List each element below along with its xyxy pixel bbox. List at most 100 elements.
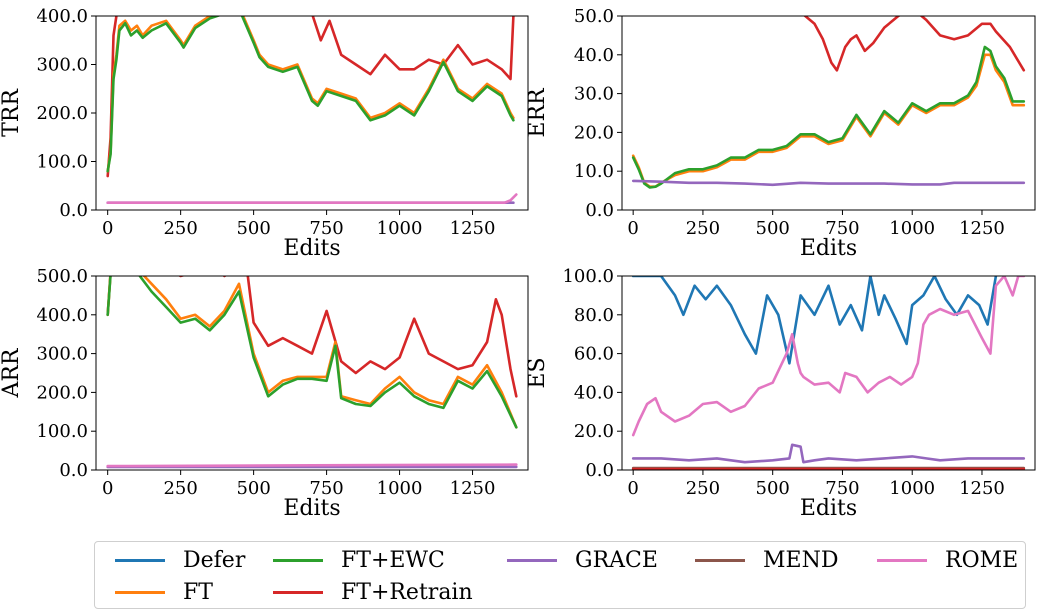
x-tick-label: 1250 [959,218,1005,239]
x-tick-label: 250 [163,478,197,499]
axes-frame [621,15,1036,211]
legend-swatch [115,559,165,562]
legend-swatch [273,591,323,594]
x-axis-label: Edits [800,236,857,261]
legend: Defer FT FT+EWC FT+Retrain GRACE MEND RO… [94,541,1026,609]
x-tick-label: 0 [102,218,113,239]
y-axis-label: ES [525,357,550,388]
legend-swatch [877,559,927,562]
series-group [631,16,1026,189]
x-tick-label: 1000 [889,218,935,239]
series-line-ft-retrain [803,16,1026,72]
x-tick-label: 1000 [889,478,935,499]
legend-swatch [507,559,557,562]
legend-swatch [695,559,745,562]
x-tick-label: 500 [756,478,790,499]
y-tick-label: 10.0 [574,161,614,182]
y-tick-label: 400.0 [36,305,88,326]
y-tick-label: 0.0 [585,460,614,481]
axes-frame [95,15,529,211]
series-line-ft-ewc [631,45,1026,189]
legend-item-rome: ROME [877,548,1018,573]
x-axis-label: Edits [283,236,340,261]
series-group [106,276,518,469]
x-tick-label: 750 [825,478,859,499]
x-tick-label: 250 [163,218,197,239]
y-tick-label: 0.0 [59,200,88,221]
x-tick-label: 1000 [377,218,423,239]
x-axis-label: Edits [283,496,340,521]
x-tick-label: 500 [236,478,270,499]
y-tick-label: 40.0 [574,45,614,66]
legend-item-defer: Defer [115,548,245,573]
x-tick-label: 250 [686,478,720,499]
panel-trr: 0 250 500 750 1000 1250 0.0 100.0 200.0 300.0 400.… [0,6,529,261]
legend-item-ft-ewc: FT+EWC [273,548,445,573]
legend-label: GRACE [575,548,658,573]
x-tick-label: 0 [627,218,638,239]
series-line-rome [631,276,1026,437]
y-tick-label: 20.0 [574,421,614,442]
y-tick-label: 40.0 [574,382,614,403]
series-line-rome [106,193,518,204]
y-axis-label: ARR [0,347,24,398]
legend-swatch [115,591,165,594]
x-axis-label: Edits [800,496,857,521]
series-line-ft-ewc [106,276,518,429]
y-tick-label: 200.0 [36,103,88,124]
series-line-ft [631,53,1026,188]
y-tick-label: 400.0 [36,6,88,27]
y-tick-label: 100.0 [36,152,88,173]
x-tick-label: 250 [686,218,720,239]
y-tick-label: 80.0 [574,305,614,326]
legend-label: FT [183,580,213,605]
x-tick-label: 500 [236,218,270,239]
series-line-defer [631,276,998,365]
legend-label: Defer [183,548,246,573]
y-tick-label: 0.0 [59,460,88,481]
y-axis-label: TRR [0,88,24,137]
x-tick-label: 750 [309,478,343,499]
figure: 0 250 500 750 1000 1250 0.0 100.0 200.0 300.0 400.… [0,6,1036,521]
x-tick-label: 500 [756,218,790,239]
series-line-grace [631,179,1026,187]
y-axis-label: ERR [525,87,550,138]
series-line-ft [106,276,518,429]
series-line-ft-retrain [106,16,515,178]
x-tick-label: 1250 [450,478,496,499]
y-tick-label: 300.0 [36,344,88,365]
panel-es: 0 250 500 750 1000 1250 0.0 20.0 40.0 60.0 80.0 100… [525,266,1036,521]
series-line-ft-ewc [106,16,515,173]
legend-item-grace: GRACE [507,548,658,573]
x-tick-label: 750 [309,218,343,239]
y-tick-label: 500.0 [36,266,88,287]
y-tick-label: 200.0 [36,382,88,403]
panel-arr: 0 250 500 750 1000 1250 0.0 100.0 200.0 300.0 400.… [0,266,529,521]
axes-frame [95,275,529,471]
series-line-ft [106,16,515,173]
axes-frame [621,275,1036,471]
legend-label: FT+Retrain [341,580,473,605]
series-line-ft-retrain [106,276,518,398]
x-tick-label: 1250 [959,478,1005,499]
y-tick-label: 0.0 [585,200,614,221]
x-tick-label: 0 [102,478,113,499]
y-tick-label: 100.0 [562,266,614,287]
legend-label: MEND [763,548,839,573]
y-tick-label: 30.0 [574,84,614,105]
legend-item-ft-retrain: FT+Retrain [273,580,473,605]
x-tick-label: 0 [627,478,638,499]
legend-item-ft: FT [115,580,213,605]
x-tick-label: 750 [825,218,859,239]
y-tick-label: 50.0 [574,6,614,27]
x-tick-label: 1000 [377,478,423,499]
legend-swatch [273,559,323,562]
y-tick-label: 100.0 [36,421,88,442]
series-group [106,16,518,204]
legend-label: ROME [945,548,1019,573]
y-tick-label: 60.0 [574,344,614,365]
series-line-grace [631,443,1026,464]
series-group [631,276,1026,470]
legend-label: FT+EWC [341,548,445,573]
x-tick-label: 1250 [450,218,496,239]
